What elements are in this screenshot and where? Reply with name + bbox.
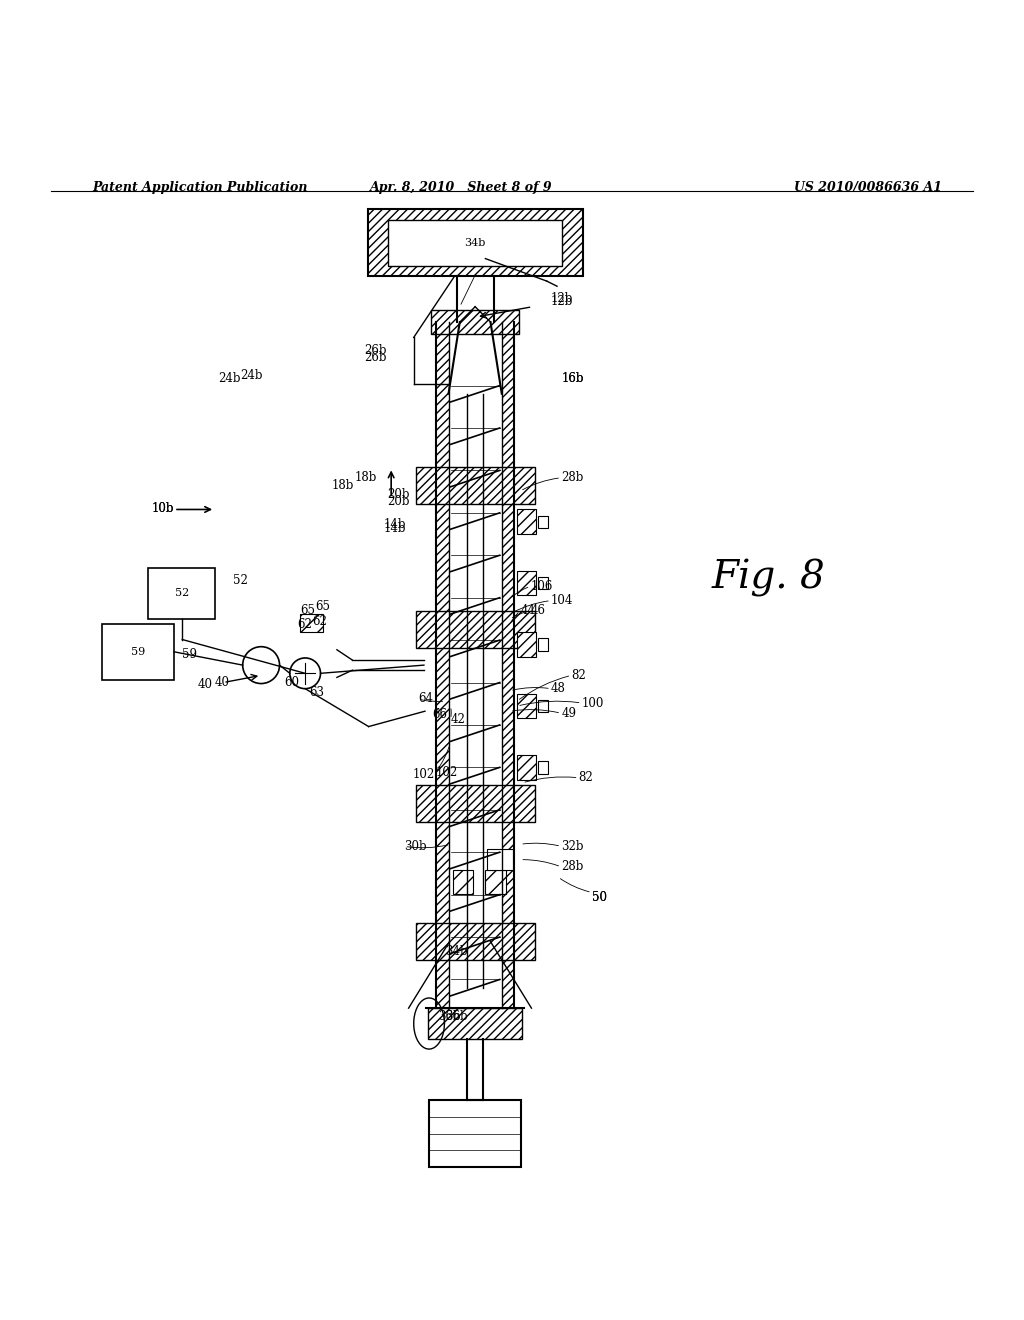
Text: 42: 42 xyxy=(451,713,466,726)
Text: 32b: 32b xyxy=(561,840,584,853)
Bar xyxy=(428,1008,522,1039)
Text: 14b: 14b xyxy=(384,523,407,536)
Bar xyxy=(436,322,449,1008)
Text: 82: 82 xyxy=(579,771,593,784)
Bar xyxy=(517,510,536,535)
Text: 16b: 16b xyxy=(561,372,584,385)
Text: 102: 102 xyxy=(435,766,458,779)
Bar xyxy=(517,755,536,780)
Text: 59: 59 xyxy=(182,648,198,661)
Text: 18b: 18b xyxy=(354,471,377,484)
Text: 62: 62 xyxy=(312,615,328,627)
Text: 106: 106 xyxy=(530,579,553,593)
Text: 82: 82 xyxy=(571,669,586,682)
Bar xyxy=(102,624,174,681)
Text: 10b: 10b xyxy=(152,502,174,515)
Text: 40: 40 xyxy=(198,678,213,692)
Text: 28b: 28b xyxy=(561,861,584,874)
Text: 44: 44 xyxy=(520,605,536,618)
Text: 18b: 18b xyxy=(332,479,354,492)
Text: Patent Application Publication: Patent Application Publication xyxy=(92,181,307,194)
Bar xyxy=(416,611,535,648)
Text: 46: 46 xyxy=(530,605,546,618)
Text: 14b: 14b xyxy=(384,519,407,532)
Text: 64: 64 xyxy=(418,693,433,705)
Text: Apr. 8, 2010   Sheet 8 of 9: Apr. 8, 2010 Sheet 8 of 9 xyxy=(370,181,552,194)
Text: 30b: 30b xyxy=(404,840,427,853)
Text: 16b: 16b xyxy=(561,372,584,385)
Circle shape xyxy=(243,647,280,684)
Text: 65: 65 xyxy=(315,601,331,614)
Bar xyxy=(416,923,535,960)
Bar xyxy=(502,322,514,1008)
Bar xyxy=(538,577,548,589)
Text: 66: 66 xyxy=(432,708,447,721)
Text: 50: 50 xyxy=(592,891,607,904)
Text: 50: 50 xyxy=(592,891,607,904)
Bar xyxy=(538,516,548,528)
Text: 52: 52 xyxy=(175,589,189,598)
Text: 40: 40 xyxy=(215,676,230,689)
Bar xyxy=(368,210,583,276)
Text: 26b: 26b xyxy=(365,351,387,364)
Text: 63: 63 xyxy=(309,686,325,700)
Text: 60: 60 xyxy=(285,676,300,689)
Text: 104: 104 xyxy=(551,594,573,607)
Bar xyxy=(429,1101,521,1167)
Text: 65: 65 xyxy=(300,605,315,618)
Bar xyxy=(148,568,215,619)
Text: Fig. 8: Fig. 8 xyxy=(711,560,825,597)
Bar xyxy=(538,762,548,774)
Bar xyxy=(517,632,536,657)
Bar xyxy=(485,870,506,895)
Text: US 2010/0086636 A1: US 2010/0086636 A1 xyxy=(794,181,942,194)
Bar xyxy=(431,310,519,334)
Bar xyxy=(517,694,536,718)
Text: 10b: 10b xyxy=(152,502,174,515)
Text: 34b: 34b xyxy=(445,945,468,958)
Bar xyxy=(416,467,535,504)
Text: 36b: 36b xyxy=(438,1010,461,1023)
Bar xyxy=(538,639,548,651)
Bar xyxy=(300,614,323,632)
Text: 34b: 34b xyxy=(465,238,485,248)
Bar xyxy=(517,572,536,595)
Bar xyxy=(538,700,548,713)
Text: 102: 102 xyxy=(413,768,435,781)
Bar xyxy=(388,219,562,265)
Text: 49: 49 xyxy=(561,706,577,719)
Bar xyxy=(416,785,535,822)
Text: 52: 52 xyxy=(233,574,249,586)
Text: 36b: 36b xyxy=(445,1010,468,1023)
Text: 62: 62 xyxy=(297,618,312,631)
Bar xyxy=(487,850,513,870)
Text: 28b: 28b xyxy=(561,471,584,484)
Text: 48: 48 xyxy=(551,682,566,696)
Bar xyxy=(453,870,473,895)
Text: 26b: 26b xyxy=(365,345,387,358)
Circle shape xyxy=(290,657,321,689)
Text: 20b: 20b xyxy=(387,495,410,508)
Text: 24b: 24b xyxy=(218,372,241,385)
Text: 12b: 12b xyxy=(551,296,573,308)
Text: 20b: 20b xyxy=(387,487,410,500)
Text: 12b: 12b xyxy=(551,292,573,305)
Text: 100: 100 xyxy=(582,697,604,710)
Text: 24b: 24b xyxy=(241,368,263,381)
Text: 59: 59 xyxy=(131,647,145,657)
